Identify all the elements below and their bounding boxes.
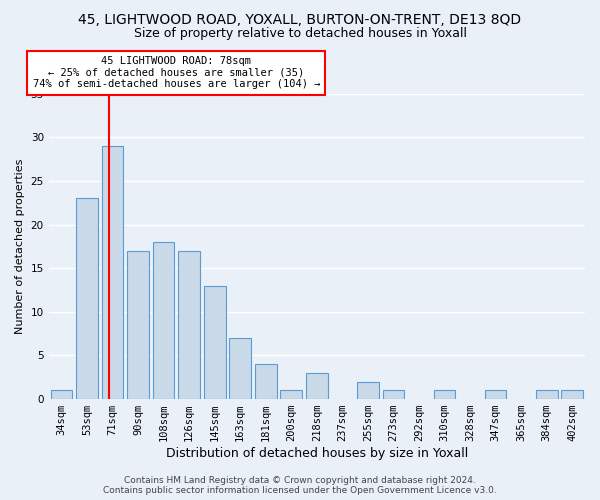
Bar bbox=[485, 390, 506, 399]
Bar bbox=[178, 251, 200, 399]
Bar bbox=[536, 390, 557, 399]
Bar bbox=[204, 286, 226, 399]
Bar bbox=[101, 146, 124, 399]
Bar bbox=[357, 382, 379, 399]
Bar bbox=[562, 390, 583, 399]
Y-axis label: Number of detached properties: Number of detached properties bbox=[15, 158, 25, 334]
Bar bbox=[434, 390, 455, 399]
Text: 45, LIGHTWOOD ROAD, YOXALL, BURTON-ON-TRENT, DE13 8QD: 45, LIGHTWOOD ROAD, YOXALL, BURTON-ON-TR… bbox=[79, 12, 521, 26]
Text: Size of property relative to detached houses in Yoxall: Size of property relative to detached ho… bbox=[133, 28, 467, 40]
Bar bbox=[306, 373, 328, 399]
Bar bbox=[76, 198, 98, 399]
Bar bbox=[383, 390, 404, 399]
Bar bbox=[127, 251, 149, 399]
Text: Contains HM Land Registry data © Crown copyright and database right 2024.
Contai: Contains HM Land Registry data © Crown c… bbox=[103, 476, 497, 495]
Bar bbox=[153, 242, 175, 399]
Bar bbox=[255, 364, 277, 399]
Bar bbox=[50, 390, 72, 399]
Text: 45 LIGHTWOOD ROAD: 78sqm
← 25% of detached houses are smaller (35)
74% of semi-d: 45 LIGHTWOOD ROAD: 78sqm ← 25% of detach… bbox=[32, 56, 320, 90]
Bar bbox=[280, 390, 302, 399]
X-axis label: Distribution of detached houses by size in Yoxall: Distribution of detached houses by size … bbox=[166, 447, 468, 460]
Bar bbox=[229, 338, 251, 399]
